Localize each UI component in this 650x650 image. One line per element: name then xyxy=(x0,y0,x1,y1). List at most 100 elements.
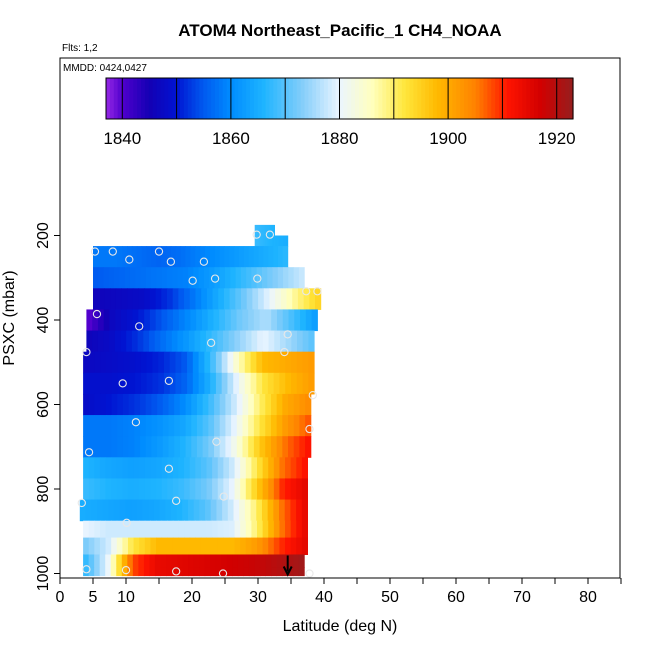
heatmap-cell xyxy=(116,520,123,539)
colorbar-cell xyxy=(565,78,570,119)
heatmap-cell xyxy=(157,393,164,416)
heatmap-cell xyxy=(297,330,304,353)
heatmap-cell xyxy=(281,235,283,247)
colorbar-cell xyxy=(288,78,294,119)
heatmap-cell xyxy=(240,457,247,479)
heatmap-cell xyxy=(171,554,178,568)
colorbar-cell xyxy=(440,78,446,119)
heatmap-cell xyxy=(245,537,252,555)
heatmap-cell xyxy=(210,372,217,395)
heatmap-cell xyxy=(293,436,300,458)
heatmap-cell xyxy=(201,288,208,310)
heatmap-cell xyxy=(286,235,289,247)
heatmap-cell xyxy=(202,415,209,437)
heatmap-cell xyxy=(285,330,292,353)
heatmap-cell xyxy=(189,478,196,501)
heatmap-cell xyxy=(290,537,297,555)
heatmap-cell xyxy=(218,288,225,310)
heatmap-cell xyxy=(272,235,274,247)
heatmap-cell xyxy=(145,415,152,437)
heatmap-cell xyxy=(253,246,259,268)
heatmap-cell xyxy=(294,309,301,332)
colorbar-cell xyxy=(526,78,531,119)
heatmap-cell xyxy=(98,288,105,310)
heatmap-cell xyxy=(144,537,151,555)
heatmap-cell xyxy=(94,436,101,458)
heatmap-cell xyxy=(140,436,147,458)
heatmap-cell xyxy=(178,457,185,479)
heatmap-cell xyxy=(260,235,262,247)
heatmap-cell xyxy=(311,309,318,332)
colorbar-frame xyxy=(105,77,574,120)
heatmap-cell xyxy=(268,457,275,479)
heatmap-cell xyxy=(156,267,163,289)
colorbar-cell xyxy=(203,78,208,119)
heatmap-cell xyxy=(291,330,298,353)
heatmap-cell xyxy=(111,393,118,416)
heatmap-cell xyxy=(144,309,151,332)
heatmap-cell xyxy=(172,520,179,539)
heatmap-cell xyxy=(181,372,188,395)
heatmap-cell xyxy=(88,537,95,555)
heatmap-cell xyxy=(111,351,119,374)
heatmap-cell xyxy=(270,393,278,416)
colorbar-cell xyxy=(234,78,239,119)
observation-marker xyxy=(188,276,197,285)
heatmap-cell xyxy=(259,567,267,577)
colorbar-cell xyxy=(425,78,430,119)
heatmap-cell xyxy=(168,415,175,437)
heatmap-cell xyxy=(143,554,150,568)
colorbar-cell xyxy=(436,78,442,119)
heatmap-cell xyxy=(291,372,298,395)
heatmap-cell xyxy=(268,246,274,268)
heatmap-cell xyxy=(279,499,286,522)
heatmap-cell xyxy=(274,330,281,353)
heatmap-cell xyxy=(290,457,297,479)
heatmap-cell xyxy=(99,554,106,568)
heatmap-cell xyxy=(144,288,151,310)
colorbar-cell xyxy=(269,78,274,119)
heatmap-cell xyxy=(111,415,118,437)
heatmap-cell xyxy=(273,499,280,522)
heatmap-cell xyxy=(139,537,146,555)
colorbar-cell xyxy=(211,78,216,119)
heatmap-cell xyxy=(129,372,136,395)
heatmap-cell xyxy=(199,554,206,568)
heatmap-cell xyxy=(191,393,198,416)
heatmap-cell xyxy=(228,330,235,353)
heatmap-cell xyxy=(137,330,144,353)
heatmap-cell xyxy=(221,567,228,577)
heatmap-cell xyxy=(170,246,177,268)
heatmap-cell xyxy=(94,567,101,577)
heatmap-cell xyxy=(98,267,105,289)
colorbar-cell xyxy=(164,78,169,119)
heatmap-cell xyxy=(234,537,241,555)
heatmap-cell xyxy=(215,372,223,395)
heatmap-cell xyxy=(257,457,264,479)
heatmap-cell xyxy=(154,567,161,577)
heatmap-cell xyxy=(189,288,196,310)
heatmap-cell xyxy=(263,288,270,310)
heatmap-cell xyxy=(248,567,255,577)
heatmap-cell xyxy=(132,554,139,568)
colorbar-cell xyxy=(320,78,325,119)
heatmap-cell xyxy=(261,235,263,247)
heatmap-cell xyxy=(102,499,109,522)
heatmap-cell xyxy=(242,309,249,332)
heatmap-cell xyxy=(293,415,300,437)
colorbar-cell xyxy=(109,78,115,119)
heatmap-cell xyxy=(83,567,90,577)
heatmap-cell xyxy=(105,567,112,577)
heatmap-cell xyxy=(112,246,118,268)
heatmap-cell xyxy=(193,267,200,289)
heatmap-cell xyxy=(284,499,291,522)
heatmap-cell xyxy=(276,235,278,247)
heatmap-cell xyxy=(143,330,150,353)
heatmap-cell xyxy=(279,330,287,353)
heatmap-cell xyxy=(224,246,230,268)
heatmap-cell xyxy=(235,267,242,289)
heatmap-cell xyxy=(171,330,178,353)
heatmap-cell xyxy=(105,537,112,555)
colorbar-cell xyxy=(277,78,282,119)
heatmap-cell xyxy=(206,288,214,310)
